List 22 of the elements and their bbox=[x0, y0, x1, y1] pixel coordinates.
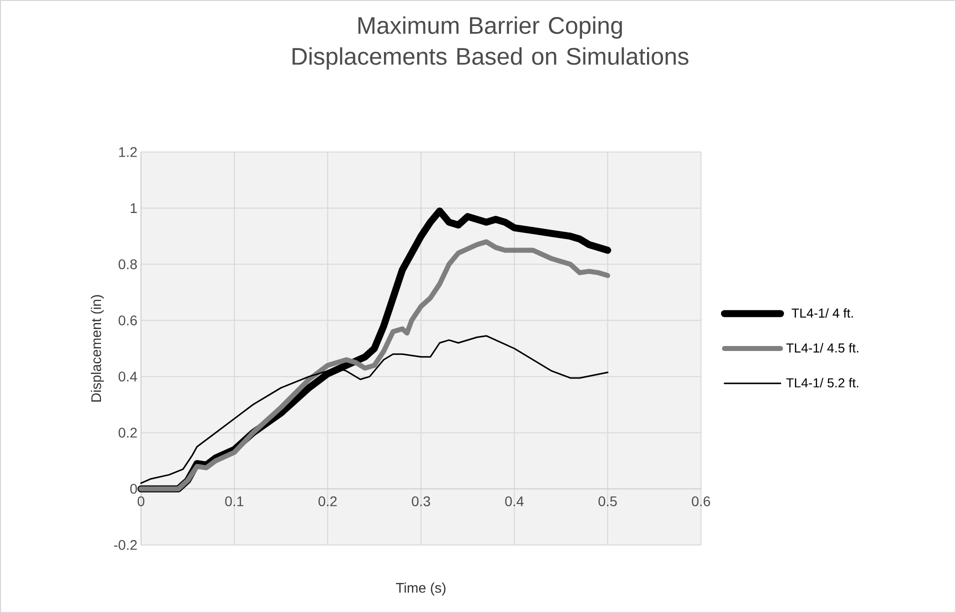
x-axis-title: Time (s) bbox=[396, 582, 446, 596]
y-tick-label: 0 bbox=[130, 484, 137, 494]
y-tick-label: -0.2 bbox=[114, 540, 137, 550]
line-series bbox=[140, 335, 608, 484]
y-tick-label: 1.2 bbox=[119, 147, 137, 157]
y-tick-label: 0.2 bbox=[118, 428, 137, 438]
x-tick-label: 0.5 bbox=[598, 496, 617, 506]
legend-label: TL4-1/ 5.2 ft. bbox=[786, 378, 858, 388]
chart-title: Maximum Barrier Coping Displacements Based on Simulations bbox=[292, 16, 688, 70]
x-tick-label: 0.4 bbox=[505, 496, 524, 506]
y-tick-label: 1 bbox=[130, 203, 137, 213]
y-tick-label: 0.4 bbox=[118, 372, 138, 382]
y-tick-label: 0.8 bbox=[118, 259, 137, 270]
x-tick-label: 0.3 bbox=[412, 496, 430, 506]
y-tick-label: 0.6 bbox=[118, 315, 137, 326]
x-tick-label: 0.1 bbox=[225, 496, 244, 506]
x-tick-label: 0 bbox=[138, 496, 144, 506]
legend-label: TL4-1/ 4.5 ft. bbox=[786, 343, 858, 353]
x-tick-label: 0.2 bbox=[318, 496, 337, 506]
x-tick-label: 0.6 bbox=[692, 496, 710, 506]
legend-label: TL4-1/ 4 ft. bbox=[792, 308, 853, 318]
y-axis-title: Displacement (in) bbox=[90, 295, 104, 402]
